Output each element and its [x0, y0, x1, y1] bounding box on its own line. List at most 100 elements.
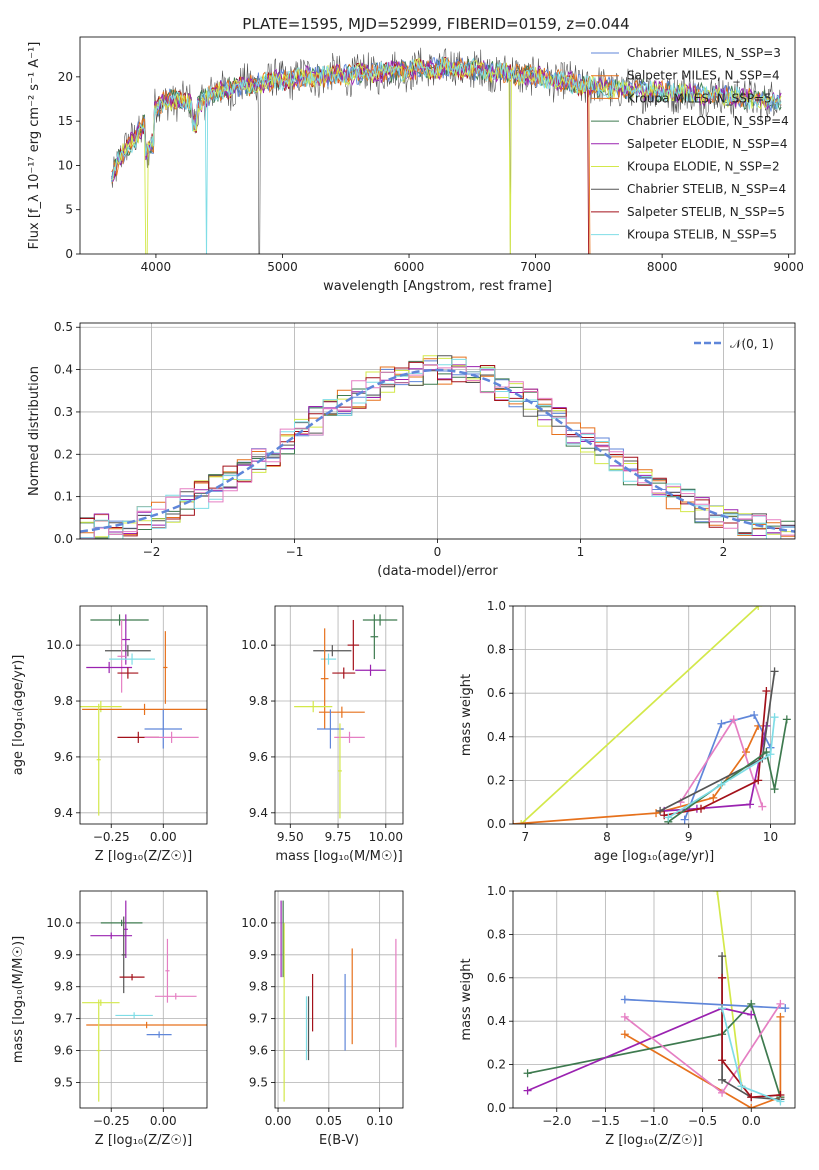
- age-vs-z-panel: −0.25 0.00 9.4 9.6 9.8 10.0 Z [log₁₀(Z/Z☉)] age…: [11, 605, 208, 864]
- axes-frame: [512, 605, 796, 825]
- mass-weight-marker: [523, 1069, 532, 1078]
- legend-entry: Chabrier STELIB, N_SSP=4: [627, 182, 786, 196]
- axes-frame: [79, 605, 208, 825]
- y-tick-label: 1.0: [487, 599, 506, 613]
- legend-entry: Chabrier MILES, N_SSP=3: [627, 46, 781, 60]
- legend-entry: Salpeter STELIB, N_SSP=5: [627, 205, 785, 219]
- legend-entry: Salpeter MILES, N_SSP=4: [627, 69, 780, 83]
- mass-weight-marker: [754, 776, 763, 785]
- mass-vs-ebv-panel: 0.00 0.05 0.10 9.5 9.6 9.7 9.8 9.9 10.0 E(B-V): [241, 890, 404, 1148]
- mass-weight-marker: [737, 1082, 746, 1091]
- mass-weight-marker: [709, 793, 718, 802]
- y-tick-label: 9.4: [249, 806, 268, 820]
- y-tick-label: 9.9: [249, 948, 268, 962]
- mass-weight-marker: [656, 806, 665, 815]
- y-tick-label: 9.5: [54, 1075, 73, 1089]
- mass-weight-vs-z-panel: −2.0 −1.5 −1.0 −0.5 0.0 0.0 0.2 0.4 0.6 0.8 1.0 Z […: [459, 884, 796, 1148]
- plot-area: [280, 900, 397, 1102]
- mass-weight-marker: [729, 715, 738, 724]
- y-tick-label: 9.8: [54, 980, 73, 994]
- mass-weight-line: [624, 1016, 782, 1108]
- legend-entry: Kroupa MILES, N_SSP=5: [627, 91, 772, 105]
- legend-entry: Chabrier ELODIE, N_SSP=4: [627, 114, 789, 128]
- y-tick-label: 0.0: [487, 817, 506, 831]
- mass-weight-marker: [776, 999, 785, 1008]
- y-tick-label: 0.8: [487, 643, 506, 657]
- axes-frame: [79, 36, 796, 255]
- y-tick-label: 9.4: [54, 806, 73, 820]
- mass-weight-marker: [718, 973, 727, 982]
- axes-frame: [79, 890, 208, 1109]
- axes-frame: [274, 890, 404, 1109]
- y-tick-label: 0.3: [54, 405, 73, 419]
- mass-weight-marker: [717, 780, 726, 789]
- mass-weight-marker: [746, 800, 755, 809]
- mass-weight-marker: [766, 750, 775, 759]
- mass-weight-line: [667, 717, 776, 819]
- axes-frame: [274, 605, 404, 825]
- legend-entry: Salpeter ELODIE, N_SSP=4: [627, 137, 788, 151]
- mass-weight-marker: [758, 802, 767, 811]
- mass-weight-marker: [664, 813, 673, 822]
- x-tick-label: 9000: [773, 260, 804, 274]
- x-axis-label: E(B-V): [319, 1133, 359, 1148]
- mass-weight-marker: [747, 1104, 756, 1108]
- mass-weight-marker: [652, 809, 661, 818]
- y-axis-label: mass [log₁₀(M/M☉)]: [11, 936, 26, 1063]
- mass-weight-marker: [718, 1075, 727, 1084]
- y-tick-label: 10.0: [46, 638, 73, 652]
- x-tick-label: 9.50: [277, 830, 304, 844]
- y-tick-label: 0: [65, 247, 73, 261]
- mass-weight-line: [520, 606, 759, 824]
- y-axis-label: Flux [f_λ 10⁻¹⁷ erg cm⁻² s⁻¹ A⁻¹]: [27, 42, 42, 250]
- y-tick-label: 5: [65, 203, 73, 217]
- mass-weight-marker: [770, 713, 779, 722]
- mass-weight-marker: [781, 1004, 790, 1013]
- legend-entry: Kroupa ELODIE, N_SSP=2: [627, 160, 780, 174]
- plot-area: [294, 614, 398, 819]
- mass-weight-marker: [718, 952, 727, 961]
- x-tick-label: 0.00: [265, 1114, 292, 1128]
- mass-weight-marker: [754, 606, 763, 610]
- mass-weight-marker: [747, 1093, 756, 1102]
- x-tick-label: 7000: [520, 260, 551, 274]
- mass-weight-marker: [776, 1012, 785, 1021]
- legend-entry: 𝒩(0, 1): [730, 337, 774, 351]
- mass-weight-line: [527, 1002, 782, 1098]
- x-tick-label: 0.00: [150, 1114, 177, 1128]
- mass-weight-marker: [747, 999, 756, 1008]
- x-axis-label: mass [log₁₀(M/M☉)]: [275, 849, 402, 864]
- x-tick-label: 7: [521, 830, 529, 844]
- y-tick-label: 0.8: [487, 927, 506, 941]
- mass-weight-marker: [620, 995, 629, 1004]
- plot-area: [80, 355, 795, 539]
- x-axis-label: Z [log₁₀(Z/Z☉)]: [95, 849, 192, 864]
- x-tick-label: 4000: [141, 260, 172, 274]
- x-tick-label: 6000: [394, 260, 425, 274]
- axes-frame: [512, 890, 796, 1109]
- y-tick-label: 9.8: [249, 694, 268, 708]
- mass-weight-marker: [620, 1012, 629, 1021]
- y-tick-label: 9.5: [249, 1075, 268, 1089]
- y-tick-label: 1.0: [487, 884, 506, 898]
- spectrum-line-kroupa-stelib: [111, 56, 782, 254]
- mass-weight-marker: [718, 1004, 727, 1013]
- x-tick-label: 0.0: [742, 1114, 761, 1128]
- gaussian-reference-line: [80, 368, 795, 533]
- mass-weight-marker: [770, 667, 779, 676]
- x-tick-label: −1.0: [639, 1114, 668, 1128]
- y-tick-label: 15: [58, 114, 73, 128]
- y-tick-label: 10: [58, 158, 73, 172]
- y-tick-label: 0.2: [487, 1058, 506, 1072]
- mass-weight-marker: [517, 820, 526, 824]
- x-tick-label: 5000: [267, 260, 298, 274]
- y-tick-label: 0.4: [487, 730, 506, 744]
- y-tick-label: 0.5: [54, 320, 73, 334]
- y-tick-label: 9.7: [54, 1012, 73, 1026]
- y-tick-label: 0.2: [54, 447, 73, 461]
- legend-entry: Kroupa STELIB, N_SSP=5: [627, 228, 777, 242]
- x-tick-label: 8000: [647, 260, 678, 274]
- spectrum-line-kroupa-miles: [111, 57, 782, 176]
- plot-area: [111, 47, 782, 254]
